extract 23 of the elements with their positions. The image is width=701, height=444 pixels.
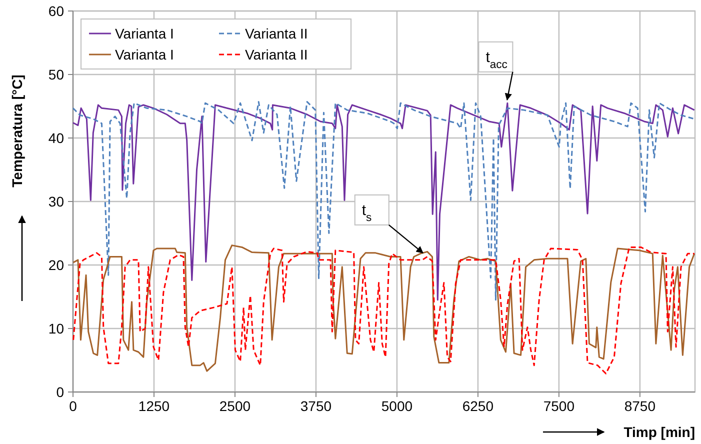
y-tick-label: 20 [48, 256, 64, 273]
x-tick-label: 5000 [381, 398, 413, 414]
y-tick-label: 30 [48, 193, 64, 210]
legend-label: Varianta I [115, 25, 174, 42]
y-tick-label: 60 [48, 2, 64, 19]
y-tick-label: 50 [48, 66, 64, 82]
y-tick-label: 40 [48, 130, 64, 146]
annotation: t$_{s}$ [362, 202, 372, 224]
x-axis-title: Timp [min] [624, 424, 695, 440]
x-tick-label: 1250 [138, 398, 170, 414]
legend-label: Varianta I [115, 46, 174, 62]
y-tick-label: 10 [48, 320, 64, 336]
x-tick-label: 7500 [543, 398, 575, 414]
x-tick-label: 0 [69, 398, 78, 414]
x-tick-label: 2500 [219, 398, 251, 414]
x-tick-label: 8750 [624, 398, 656, 414]
x-tick-label: 3750 [300, 398, 332, 414]
y-axis-title: Temperatura [°C] [9, 74, 25, 188]
annotation: t$_{acc}$ [486, 48, 508, 71]
legend-label: Varianta II [245, 25, 308, 42]
x-tick-label: 6250 [462, 398, 494, 414]
legend-label: Varianta II [245, 46, 308, 62]
y-tick-label: 0 [56, 384, 64, 400]
